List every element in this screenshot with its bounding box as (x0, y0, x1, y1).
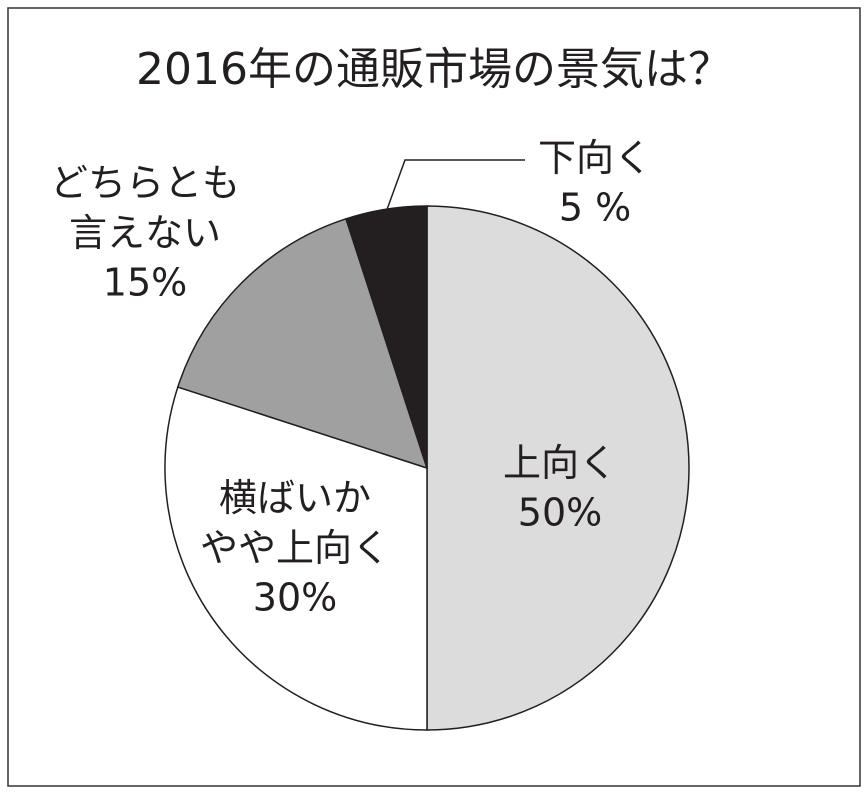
pie-slice (426, 205, 690, 731)
category-label: 下向く (538, 136, 652, 180)
category-label: 横ばいかやや上向く (200, 476, 390, 570)
value-label: 30% (253, 576, 337, 620)
pie-slice (345, 205, 428, 469)
chart-title: 2016年の通販市場の景気は？ (136, 44, 732, 95)
category-label: 上向く (503, 441, 617, 485)
category-label: どちらとも言えない (50, 161, 240, 255)
leader-line (384, 159, 525, 216)
pie-slice (176, 217, 429, 470)
value-label: 50% (518, 491, 602, 535)
value-label: 15% (103, 261, 187, 305)
value-label: 5 % (559, 186, 631, 230)
pie-slice (164, 386, 428, 731)
